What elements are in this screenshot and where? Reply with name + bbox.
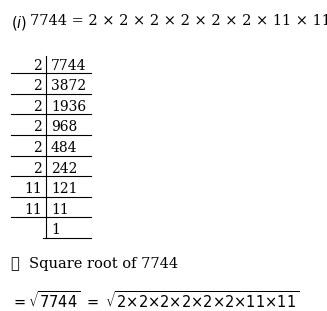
- Text: 3872: 3872: [51, 79, 86, 93]
- Text: 484: 484: [51, 141, 77, 155]
- Text: 7744: 7744: [51, 58, 86, 72]
- Text: $(i)$: $(i)$: [11, 14, 27, 32]
- Text: 11: 11: [25, 182, 42, 196]
- Text: 121: 121: [51, 182, 77, 196]
- Text: 7744 = 2 × 2 × 2 × 2 × 2 × 2 × 11 × 11: 7744 = 2 × 2 × 2 × 2 × 2 × 2 × 11 × 11: [30, 14, 327, 28]
- Text: ∴  Square root of 7744: ∴ Square root of 7744: [11, 257, 179, 271]
- Text: $= \sqrt{7744}\ =\ \sqrt{2{\times}2{\times}2{\times}2{\times}2{\times}2{\times}1: $= \sqrt{7744}\ =\ \sqrt{2{\times}2{\tim…: [11, 290, 300, 311]
- Text: 11: 11: [25, 203, 42, 217]
- Text: 11: 11: [51, 203, 69, 217]
- Text: 2: 2: [33, 100, 42, 114]
- Text: 2: 2: [33, 141, 42, 155]
- Text: 1936: 1936: [51, 100, 86, 114]
- Text: 2: 2: [33, 79, 42, 93]
- Text: 2: 2: [33, 58, 42, 72]
- Text: 2: 2: [33, 120, 42, 134]
- Text: 1: 1: [51, 223, 60, 237]
- Text: 242: 242: [51, 161, 77, 175]
- Text: 968: 968: [51, 120, 77, 134]
- Text: 2: 2: [33, 161, 42, 175]
